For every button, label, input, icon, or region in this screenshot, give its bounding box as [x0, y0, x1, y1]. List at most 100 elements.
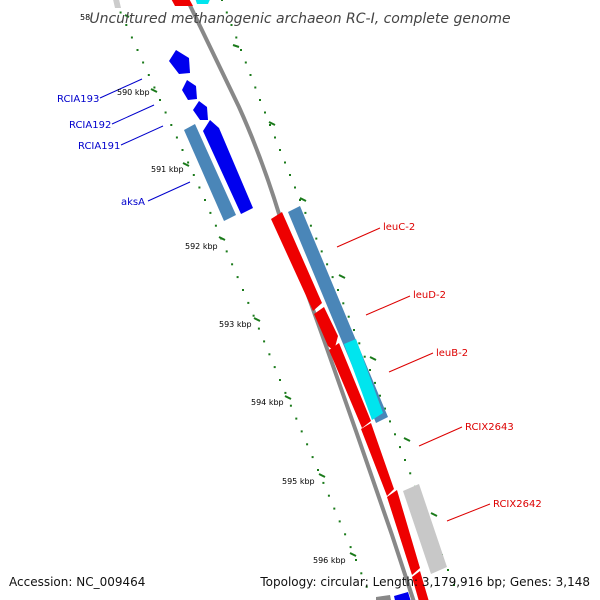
guide-dot: [181, 149, 184, 151]
guide-dot: [269, 124, 271, 126]
guide-dot: [231, 263, 234, 266]
guide-dot: [242, 289, 244, 291]
guide-dot: [274, 136, 276, 139]
gene-label-aksa[interactable]: aksA: [121, 197, 145, 208]
guide-dot: [225, 250, 228, 253]
genome-backbone: [182, 0, 418, 600]
guide-dot: [369, 369, 371, 371]
guide-dot: [299, 199, 301, 201]
tick-mark: [430, 512, 438, 517]
guide-dot: [349, 546, 352, 549]
gene-aksa[interactable]: [184, 124, 236, 221]
guide-dot: [365, 585, 368, 588]
tick-mark: [218, 236, 226, 241]
tick-mark: [403, 437, 411, 442]
feature-bottom-blue[interactable]: [394, 592, 412, 600]
gene-label-rcix2642[interactable]: RCIX2642: [493, 499, 542, 510]
guide-dot: [344, 533, 347, 536]
guide-dot: [244, 61, 247, 64]
feature-bottom-gray[interactable]: [376, 595, 392, 600]
guide-dot: [331, 276, 334, 279]
guide-dot: [125, 24, 128, 26]
guide-dot: [142, 61, 145, 64]
guide-dot: [394, 433, 396, 436]
tick-label-589: 58: [80, 13, 90, 22]
guide-dot: [306, 443, 309, 446]
guide-dot: [204, 199, 206, 201]
gene-rcix2642[interactable]: [387, 490, 420, 575]
guide-dot: [347, 315, 350, 318]
guide-dots: [114, 0, 455, 588]
scale-ticks: [124, 14, 438, 557]
gene-label-leub-2[interactable]: leuB-2: [436, 348, 468, 359]
guide-dot: [311, 456, 314, 459]
guide-dot: [360, 572, 363, 575]
guide-dot: [221, 0, 223, 1]
gene-bottom-red[interactable]: [412, 571, 430, 600]
guide-dot: [264, 111, 266, 114]
tick-label-595: 595 kbp: [282, 477, 315, 486]
gene-label-leuc-2[interactable]: leuC-2: [383, 222, 415, 233]
gene-label-rcia193[interactable]: RCIA193: [57, 94, 99, 105]
map-title: Uncultured methanogenic archaeon RC-I, c…: [89, 11, 510, 27]
guide-dot: [379, 394, 381, 397]
tick-mark: [150, 88, 158, 93]
guide-dot: [214, 224, 217, 227]
guide-dot: [374, 381, 376, 384]
tick-label-596: 596 kbp: [313, 556, 346, 565]
guide-dot: [236, 276, 239, 279]
guide-dot: [317, 469, 319, 471]
feature-top-red[interactable]: [169, 0, 193, 6]
guide-dot: [273, 366, 276, 369]
tick-label-593: 593 kbp: [219, 320, 252, 329]
gene-label-leud-2[interactable]: leuD-2: [413, 290, 446, 301]
guide-dot: [363, 355, 366, 358]
gene-leub-2[interactable]: [329, 343, 371, 428]
feature-top-cyan[interactable]: [194, 0, 212, 4]
guide-dot: [294, 186, 296, 189]
guide-dot: [453, 584, 455, 586]
tick-mark: [232, 44, 240, 48]
tick-mark: [338, 274, 346, 279]
guide-dot: [259, 99, 261, 101]
guide-dot: [355, 559, 357, 561]
guide-dot: [230, 24, 233, 26]
gene-rcia191[interactable]: [193, 101, 208, 120]
feature-leub-2-cyan[interactable]: [344, 339, 383, 420]
gene-rcix2643[interactable]: [361, 423, 394, 496]
guide-dot: [279, 379, 281, 381]
guide-dot: [136, 49, 139, 51]
guide-dot: [252, 314, 255, 317]
guide-dot: [353, 329, 355, 331]
guide-dot: [284, 391, 287, 394]
guide-dot: [192, 174, 195, 176]
gene-rcia190[interactable]: [203, 120, 253, 214]
guide-dot: [358, 342, 361, 345]
guide-dot: [284, 161, 286, 164]
guide-dot: [404, 459, 406, 461]
gene-label-rcia192[interactable]: RCIA192: [69, 120, 111, 131]
gene-label-rcia191[interactable]: RCIA191: [78, 141, 120, 152]
guide-dot: [333, 507, 336, 510]
gene-label-rcix2643[interactable]: RCIX2643: [465, 422, 514, 433]
guide-dot: [170, 124, 173, 126]
gene-leud-2[interactable]: [314, 307, 338, 351]
guide-dot: [315, 237, 318, 240]
gene-rcia193[interactable]: [169, 50, 190, 74]
gene-leuc-2[interactable]: [271, 212, 322, 311]
guide-dot: [300, 430, 303, 433]
guide-dot: [279, 149, 281, 151]
guide-dot: [249, 74, 252, 76]
tick-mark: [299, 197, 307, 202]
guide-dot: [322, 481, 325, 484]
guide-dot: [289, 174, 291, 176]
feature-rcix2642-gray[interactable]: [403, 484, 447, 574]
tick-label-594: 594 kbp: [251, 398, 284, 407]
tick-mark: [268, 121, 276, 126]
tick-mark: [349, 552, 357, 557]
guide-dot: [175, 136, 178, 139]
guide-dot: [409, 472, 412, 475]
gene-rcia192[interactable]: [182, 80, 197, 100]
feature-top-gray[interactable]: [112, 0, 121, 8]
